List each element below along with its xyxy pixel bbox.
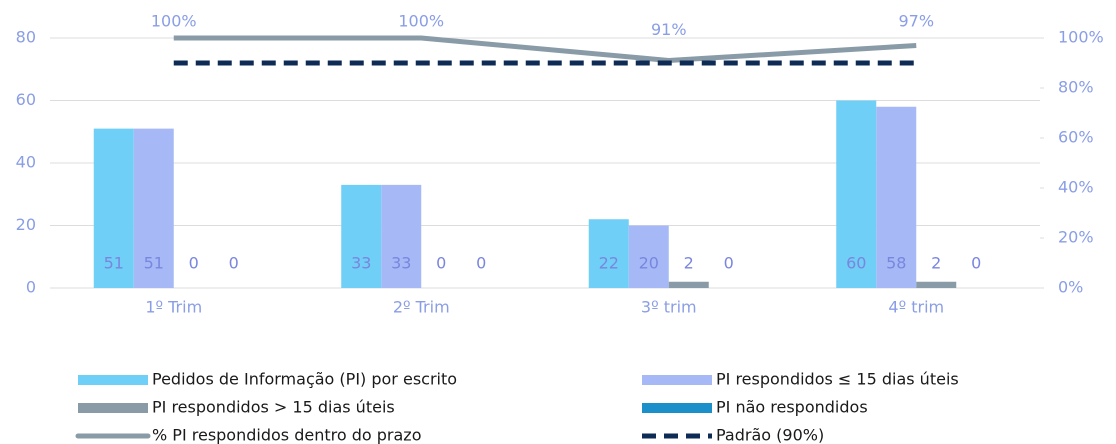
legend-swatch	[78, 403, 148, 413]
bar	[836, 100, 877, 288]
legend-label: Pedidos de Informação (PI) por escrito	[152, 370, 457, 389]
line-label: 91%	[651, 20, 687, 39]
line-label: 100%	[151, 12, 197, 31]
legend-label: Padrão (90%)	[716, 426, 824, 444]
bar-label: 2	[931, 254, 941, 273]
x-tick-label: 4º trim	[888, 298, 944, 317]
bar-label: 33	[351, 254, 371, 273]
bar-label: 0	[189, 254, 199, 273]
y2-tick-label: 80%	[1058, 78, 1094, 97]
x-tick-label: 3º trim	[641, 298, 697, 317]
y2-tick-label: 100%	[1058, 28, 1104, 47]
y-tick-label: 0	[26, 278, 36, 297]
legend-label: PI respondidos ≤ 15 dias úteis	[716, 370, 959, 389]
bar-label: 0	[476, 254, 486, 273]
bar	[876, 106, 917, 288]
legend-swatch	[78, 375, 148, 385]
legend-label: % PI respondidos dentro do prazo	[152, 426, 421, 444]
bar	[588, 219, 629, 288]
bar-label: 0	[724, 254, 734, 273]
x-tick-label: 2º Trim	[393, 298, 450, 317]
bar	[628, 225, 669, 288]
line-label: 97%	[898, 12, 934, 31]
bar-label: 58	[886, 254, 906, 273]
y2-tick-label: 60%	[1058, 128, 1094, 147]
bar-label: 51	[104, 254, 124, 273]
legend-label: PI não respondidos	[716, 398, 868, 417]
y2-tick-label: 20%	[1058, 228, 1094, 247]
bar	[668, 281, 709, 288]
bar	[916, 281, 957, 288]
y-tick-label: 80	[16, 28, 36, 47]
legend-swatch	[642, 403, 712, 413]
bar-label: 51	[144, 254, 164, 273]
bar-label: 20	[639, 254, 659, 273]
x-tick-label: 1º Trim	[145, 298, 202, 317]
legend-label: PI respondidos > 15 dias úteis	[152, 398, 395, 417]
bar-label: 0	[436, 254, 446, 273]
bar	[93, 128, 134, 288]
bar-label: 60	[846, 254, 866, 273]
y-tick-label: 40	[16, 153, 36, 172]
bar-label: 0	[971, 254, 981, 273]
bar-label: 22	[599, 254, 619, 273]
y2-tick-label: 0%	[1058, 278, 1083, 297]
bar	[341, 184, 382, 288]
y-tick-label: 20	[16, 215, 36, 234]
line	[173, 35, 917, 64]
legend-swatch	[642, 375, 712, 385]
bar-label: 0	[229, 254, 239, 273]
bar	[381, 184, 422, 288]
y-tick-label: 60	[16, 90, 36, 109]
bar-label: 2	[684, 254, 694, 273]
line-label: 100%	[398, 12, 444, 31]
bar-label: 33	[391, 254, 411, 273]
y2-tick-label: 40%	[1058, 178, 1094, 197]
bar	[133, 128, 174, 288]
